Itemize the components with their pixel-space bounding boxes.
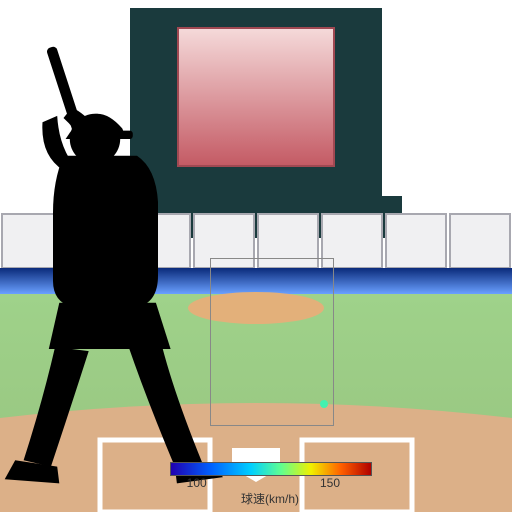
colorbar-tick: 100 — [187, 476, 207, 490]
colorbar-ticks: 100 150 — [170, 476, 370, 490]
pitch-dot — [320, 400, 328, 408]
colorbar-title: 球速(km/h) — [170, 490, 370, 507]
colorbar-tick: 150 — [320, 476, 340, 490]
speed-colorbar: 100 150 球速(km/h) — [170, 462, 370, 504]
field-scene — [0, 0, 512, 512]
colorbar-gradient — [170, 462, 372, 476]
scoreboard — [110, 8, 402, 238]
strike-zone — [210, 258, 334, 426]
